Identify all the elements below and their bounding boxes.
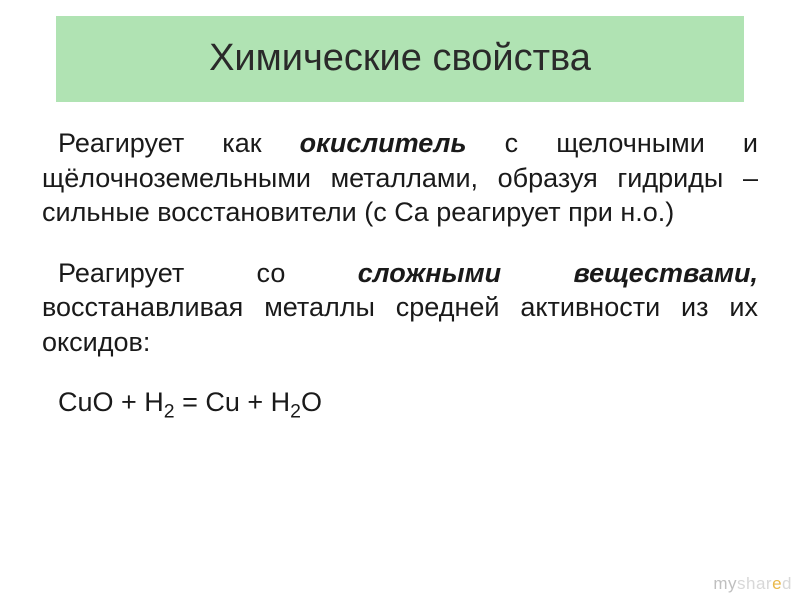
watermark-part2: shar — [737, 574, 772, 593]
eq-part3: O — [301, 387, 322, 417]
slide-body: Реагирует как окислитель с щелочными и щ… — [42, 126, 758, 420]
watermark-part1: my — [713, 574, 737, 593]
paragraph-1: Реагирует как окислитель с щелочными и щ… — [42, 126, 758, 230]
chemical-equation: CuO + H2 = Cu + H2O — [42, 385, 758, 420]
para2-lead: Реагирует со — [58, 258, 358, 288]
eq-part1: CuO + H — [58, 387, 164, 417]
eq-sub1: 2 — [164, 401, 175, 423]
para1-lead: Реагирует как — [58, 128, 300, 158]
para1-emphasis: окислитель — [300, 128, 467, 158]
watermark-part4: d — [782, 574, 792, 593]
title-box: Химические свойства — [56, 16, 744, 102]
slide-title: Химические свойства — [209, 38, 591, 80]
slide: Химические свойства Реагирует как окисли… — [0, 0, 800, 600]
paragraph-2: Реагирует со сложными веществами, восста… — [42, 256, 758, 360]
para2-emphasis: сложными веществами, — [358, 258, 758, 288]
watermark: myshared — [713, 574, 792, 594]
watermark-part3: e — [772, 574, 782, 593]
para2-tail: восстанавливая металлы средней активност… — [42, 292, 758, 357]
eq-sub2: 2 — [290, 401, 301, 423]
eq-part2: = Cu + H — [175, 387, 291, 417]
